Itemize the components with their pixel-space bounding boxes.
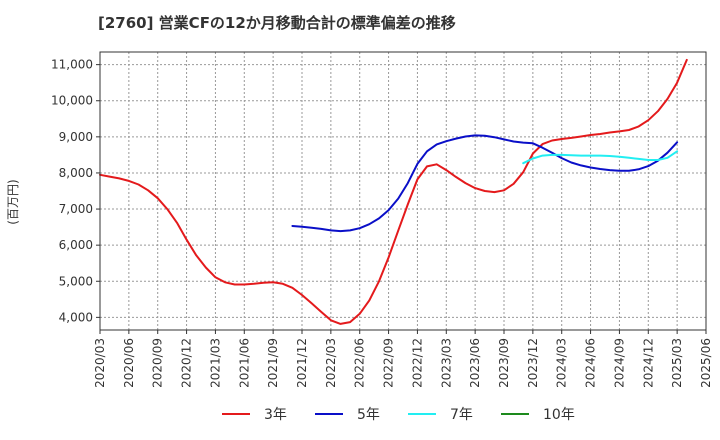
x-tick-label: 2021/09 <box>266 338 280 388</box>
x-tick-label: 2024/06 <box>584 338 598 388</box>
x-tick-label: 2022/06 <box>353 338 367 388</box>
x-tick-label: 2025/06 <box>699 338 713 388</box>
legend-label: 3年 <box>264 407 287 423</box>
x-tick-label: 2021/06 <box>237 338 251 388</box>
x-tick-label: 2023/12 <box>526 338 540 388</box>
y-tick-label: 6,000 <box>59 238 93 252</box>
legend-label: 5年 <box>357 407 380 423</box>
x-tick-label: 2024/12 <box>641 338 655 388</box>
x-tick-label: 2021/12 <box>295 338 309 388</box>
series-layer <box>99 58 688 325</box>
x-tick-label: 2020/09 <box>151 338 165 388</box>
y-tick-label: 5,000 <box>59 274 93 288</box>
grid-layer <box>99 52 707 330</box>
axis-layer: 4,000 5,000 6,000 7,000 8,000 9,000 10,000 11,0… <box>51 58 713 388</box>
x-tick-label: 2020/06 <box>122 338 136 388</box>
x-tick-label: 2025/03 <box>670 338 684 388</box>
series-line-7年 <box>522 150 679 165</box>
x-tick-label: 2024/09 <box>612 338 626 388</box>
y-tick-label: 10,000 <box>51 94 93 108</box>
series-line-5年 <box>291 134 679 233</box>
x-tick-label: 2023/03 <box>439 338 453 388</box>
x-tick-label: 2020/12 <box>180 338 194 388</box>
x-tick-label: 2023/06 <box>468 338 482 388</box>
legend-item: 5年 <box>315 407 380 423</box>
y-tick-label: 7,000 <box>59 202 93 216</box>
legend-item: 7年 <box>408 407 473 423</box>
legend-label: 7年 <box>450 407 473 423</box>
series-line-3年 <box>99 58 688 325</box>
y-axis-label: (百万円) <box>6 179 20 224</box>
y-tick-label: 4,000 <box>59 310 93 324</box>
x-tick-label: 2020/03 <box>93 338 107 388</box>
x-tick-label: 2022/09 <box>382 338 396 388</box>
legend: 3年 5年 7年 10年 <box>222 407 575 423</box>
y-tick-label: 9,000 <box>59 130 93 144</box>
y-tick-label: 11,000 <box>51 58 93 72</box>
plot-frame <box>99 51 707 331</box>
legend-item: 3年 <box>222 407 287 423</box>
chart-title: [2760] 営業CFの12か月移動合計の標準偏差の推移 <box>98 14 456 32</box>
x-tick-label: 2022/12 <box>410 338 424 388</box>
y-tick-label: 8,000 <box>59 166 93 180</box>
x-tick-label: 2021/03 <box>208 338 222 388</box>
x-tick-label: 2024/03 <box>555 338 569 388</box>
legend-item: 10年 <box>501 407 575 423</box>
legend-label: 10年 <box>543 407 575 423</box>
x-tick-label: 2022/03 <box>324 338 338 388</box>
x-tick-label: 2023/09 <box>497 338 511 388</box>
